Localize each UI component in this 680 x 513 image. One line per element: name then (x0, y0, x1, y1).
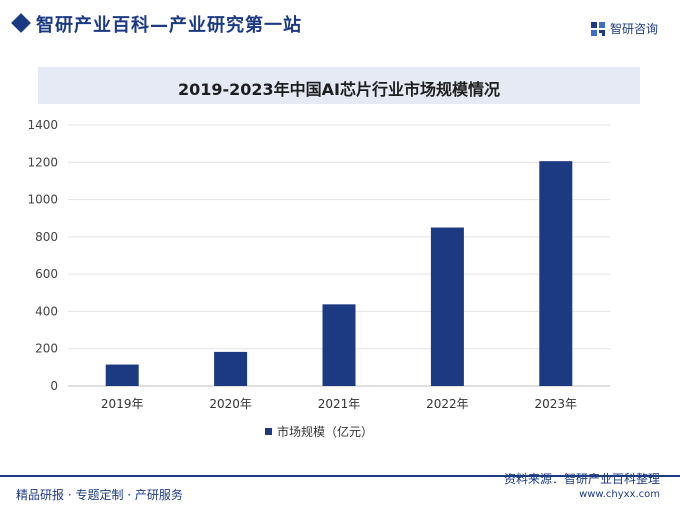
bar (539, 161, 573, 386)
website-link[interactable]: www.chyxx.com (579, 489, 660, 500)
y-tick-label: 200 (35, 342, 58, 356)
x-axis-ticks: 2019年 2020年 2021年 2022年 2023年 (101, 397, 577, 411)
legend[interactable]: 市场规模（亿元） (265, 423, 373, 440)
legend-swatch (265, 428, 272, 435)
brand-name: 智研咨询 (609, 22, 658, 36)
footer-tagline: 精品研报 · 专题定制 · 产研服务 (16, 488, 183, 502)
y-tick-label: 1200 (27, 155, 58, 169)
x-tick-label: 2022年 (426, 397, 469, 411)
x-tick-label: 2021年 (318, 397, 361, 411)
bar (430, 227, 464, 386)
site-title: 智研产业百科—产业研究第一站 (36, 15, 302, 36)
zhiyan-logo-icon (590, 21, 605, 36)
brand[interactable]: 智研咨询 (590, 20, 658, 37)
y-tick-label: 800 (35, 230, 58, 244)
chart-title-band: 2019-2023年中国AI芯片行业市场规模情况 (38, 67, 640, 104)
y-tick-label: 400 (35, 304, 58, 318)
bar (322, 304, 356, 386)
header: 智研产业百科—产业研究第一站 智研咨询 (0, 0, 680, 50)
bar-chart: 0 200 400 600 800 1000 1200 1400 2019年 2020年 2021… (27, 118, 610, 411)
source-note: 资料来源：智研产业百科整理 (503, 472, 660, 486)
bar (214, 351, 248, 386)
footer-divider (0, 475, 680, 477)
x-tick-label: 2019年 (101, 397, 144, 411)
legend-label: 市场规模（亿元） (277, 425, 374, 439)
x-tick-label: 2023年 (535, 397, 578, 411)
x-tick-label: 2020年 (209, 397, 252, 411)
bar (105, 364, 139, 386)
y-tick-label: 0 (50, 379, 58, 393)
y-tick-label: 1000 (27, 193, 58, 207)
y-axis-ticks: 0 200 400 600 800 1000 1200 1400 (27, 118, 58, 393)
chart-title: 2019-2023年中国AI芯片行业市场规模情况 (177, 80, 501, 99)
bars (105, 161, 573, 386)
y-tick-label: 600 (35, 267, 58, 281)
footer-source-block: 资料来源：智研产业百科整理 www.chyxx.com (504, 470, 660, 500)
y-tick-label: 1400 (27, 118, 58, 132)
